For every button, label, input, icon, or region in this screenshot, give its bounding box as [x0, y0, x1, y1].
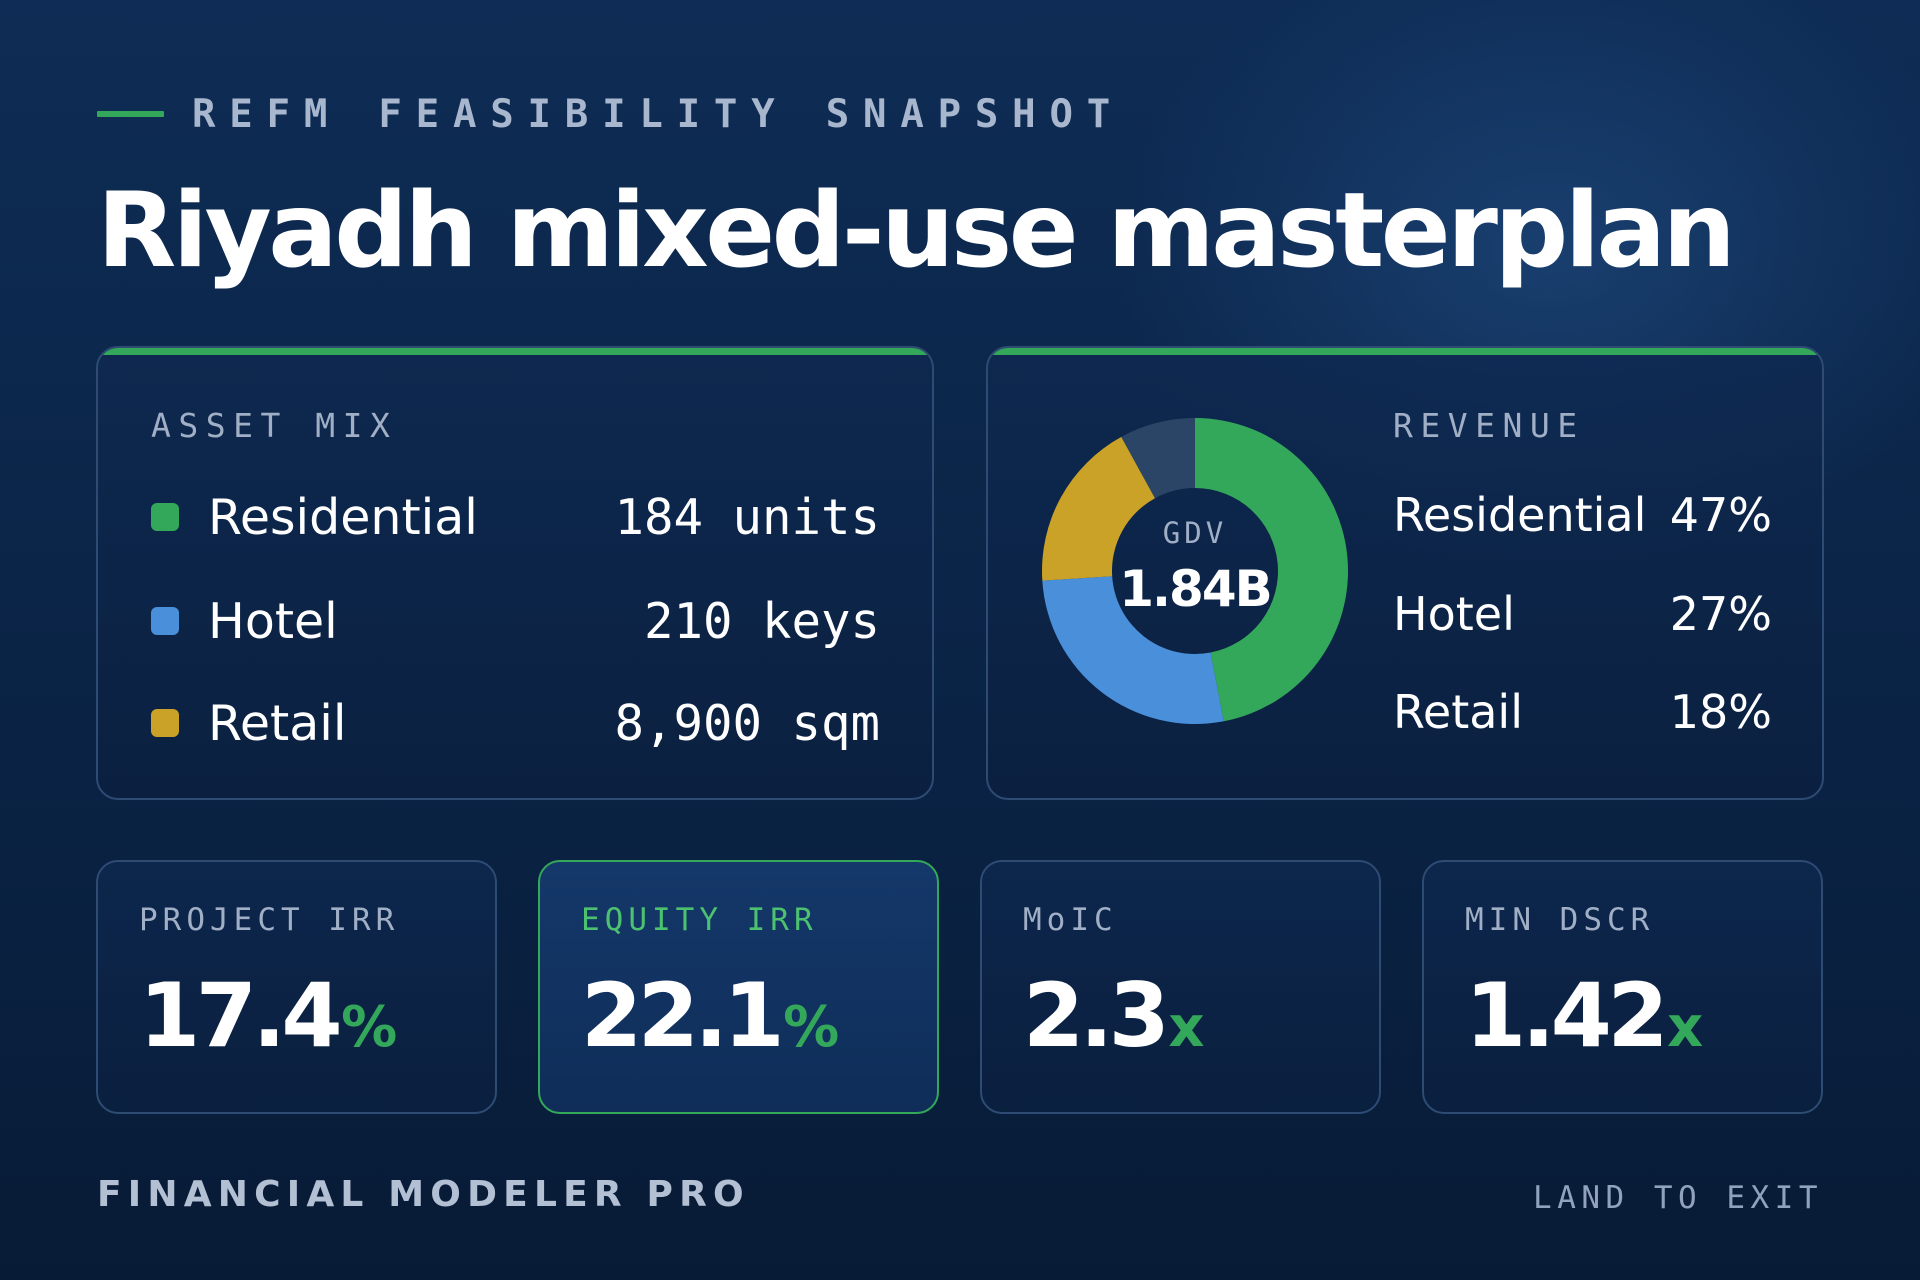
eyebrow-text: REFM FEASIBILITY SNAPSHOT [192, 91, 1124, 137]
kpi-value-group: 2.3x [1023, 966, 1205, 1091]
revenue-pct: 47% [1669, 488, 1772, 542]
revenue-row-residential: Residential 47% [1393, 485, 1772, 545]
eyebrow: REFM FEASIBILITY SNAPSHOT [97, 91, 1124, 137]
donut-center-label: GDV [1162, 516, 1228, 550]
card-accent-bar [988, 348, 1822, 355]
kpi-unit: x [1168, 995, 1205, 1060]
kpi-label: EQUITY IRR [581, 902, 818, 938]
kpi-value-group: 22.1% [581, 966, 839, 1091]
kpi-card-min-dscr: MIN DSCR 1.42x [1422, 860, 1823, 1114]
kpi-unit: % [783, 995, 840, 1060]
revenue-pct: 27% [1669, 587, 1772, 641]
kpi-unit: x [1667, 995, 1704, 1060]
residential-swatch [151, 503, 179, 531]
donut-slice-other [1121, 418, 1195, 499]
revenue-name: Residential [1393, 488, 1647, 542]
revenue-card: GDV 1.84B REVENUE Residential 47% Hotel … [986, 346, 1824, 800]
kpi-label: MIN DSCR [1465, 902, 1655, 938]
donut-center-value: 1.84B [1119, 560, 1272, 618]
footer-brand: FINANCIAL MODELER PRO [97, 1174, 750, 1215]
asset-mix-name: Hotel [208, 593, 338, 650]
donut-slice-retail [1042, 436, 1156, 581]
asset-mix-value: 8,900 sqm [614, 695, 880, 752]
asset-mix-row-residential: Residential 184 units [151, 488, 880, 548]
revenue-row-hotel: Hotel 27% [1393, 584, 1772, 644]
kpi-card-project-irr: PROJECT IRR 17.4% [96, 860, 497, 1114]
kpi-value-group: 1.42x [1465, 966, 1703, 1091]
donut-slice-hotel [1042, 576, 1224, 724]
page-title: Riyadh mixed-use masterplan [97, 171, 1736, 291]
eyebrow-accent-bar [97, 111, 164, 117]
footer-tagline: LAND TO EXIT [1533, 1180, 1823, 1216]
asset-mix-row-retail: Retail 8,900 sqm [151, 694, 880, 754]
kpi-value: 2.3 [1023, 964, 1170, 1067]
revenue-row-retail: Retail 18% [1393, 682, 1772, 742]
kpi-value: 22.1 [581, 964, 785, 1067]
asset-mix-row-hotel: Hotel 210 keys [151, 592, 880, 652]
hotel-swatch [151, 607, 179, 635]
revenue-label: REVENUE [1393, 406, 1585, 445]
donut-slice-residential [1195, 418, 1348, 722]
kpi-card-equity-irr: EQUITY IRR 22.1% [538, 860, 939, 1114]
revenue-pct: 18% [1669, 685, 1772, 739]
kpi-label: MoIC [1023, 902, 1118, 938]
asset-mix-label: ASSET MIX [151, 406, 398, 445]
asset-mix-name: Residential [208, 489, 478, 546]
kpi-label: PROJECT IRR [139, 902, 400, 938]
asset-mix-value: 210 keys [643, 593, 880, 650]
revenue-name: Hotel [1393, 587, 1515, 641]
asset-mix-card: ASSET MIX Residential 184 units Hotel 21… [96, 346, 934, 800]
revenue-donut-chart [1042, 418, 1348, 724]
retail-swatch [151, 709, 179, 737]
kpi-unit: % [341, 995, 398, 1060]
kpi-value: 17.4 [139, 964, 343, 1067]
asset-mix-value: 184 units [614, 489, 880, 546]
kpi-card-moic: MoIC 2.3x [980, 860, 1381, 1114]
kpi-value: 1.42 [1465, 964, 1669, 1067]
revenue-name: Retail [1393, 685, 1523, 739]
asset-mix-name: Retail [208, 695, 347, 752]
kpi-value-group: 17.4% [139, 966, 397, 1091]
card-accent-bar [98, 348, 932, 355]
